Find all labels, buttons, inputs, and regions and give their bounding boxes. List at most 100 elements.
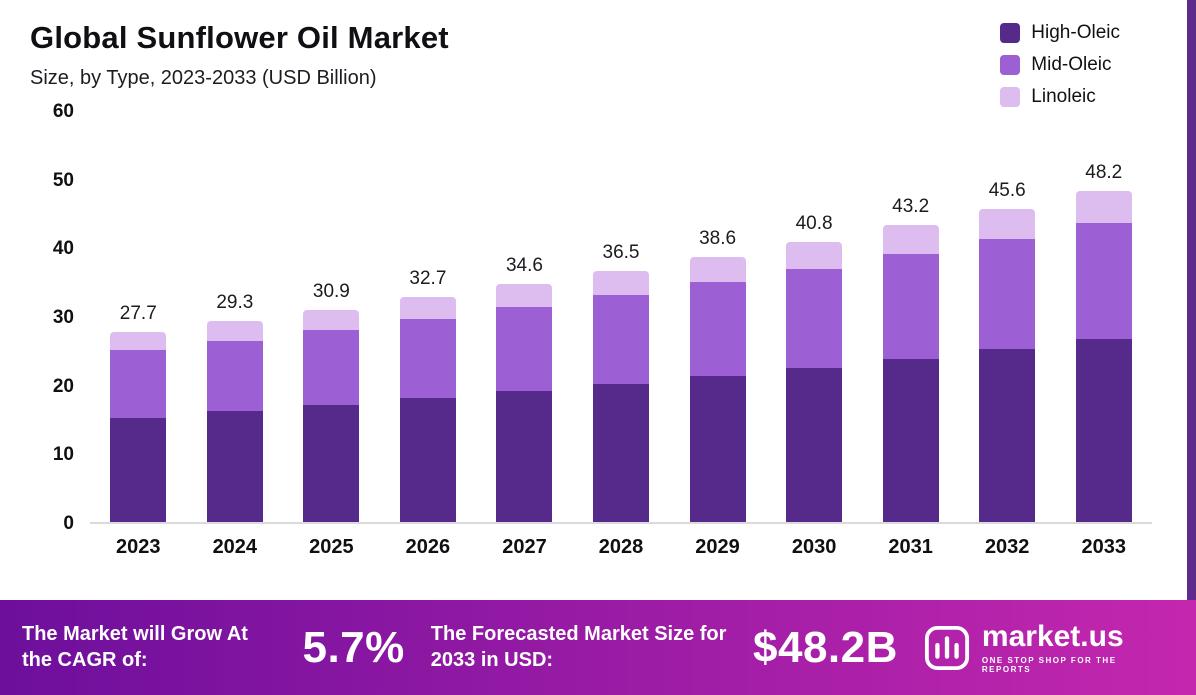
title-block: Global Sunflower Oil Market Size, by Typ… — [30, 20, 449, 108]
bar-stack — [882, 225, 939, 522]
bar-total-label: 27.7 — [119, 302, 157, 324]
bar-segment-linoleic — [303, 309, 360, 330]
bar-column: 45.6 — [959, 180, 1056, 522]
legend-label: Linoleic — [1031, 86, 1096, 107]
bar-segment-linoleic — [593, 271, 649, 296]
bar-total-label: 34.6 — [505, 255, 543, 277]
bar-segment-high-oleic — [303, 405, 360, 522]
legend-label: High-Oleic — [1031, 22, 1120, 43]
bar-column: 27.7 — [90, 303, 187, 522]
brand-text: market.us ONE STOP SHOP FOR THE REPORTS — [981, 621, 1168, 674]
legend-label: Mid-Oleic — [1031, 54, 1112, 75]
chart-area: 0 10 20 30 40 50 60 27.7 29.3 30.9 32.7 34.6 36.5 38… — [30, 101, 1152, 587]
bar-segment-linoleic — [399, 297, 456, 319]
bar-segment-linoleic — [689, 256, 746, 283]
y-axis: 0 10 20 30 40 50 60 — [30, 101, 82, 534]
bar-segment-high-oleic — [399, 398, 456, 522]
bar-segment-mid-oleic — [593, 295, 649, 384]
bar-column: 32.7 — [380, 268, 477, 522]
bar-stack — [786, 241, 843, 522]
bar-column: 34.6 — [476, 255, 573, 522]
bar-segment-high-oleic — [1075, 338, 1132, 522]
bar-stack — [399, 297, 456, 522]
bar-stack — [689, 256, 746, 522]
bar-segment-mid-oleic — [882, 254, 939, 359]
chart-legend: High-Oleic Mid-Oleic Linoleic — [1000, 20, 1120, 108]
bar-segment-mid-oleic — [979, 239, 1036, 349]
legend-item-mid-oleic: Mid-Oleic — [1000, 54, 1120, 76]
bar-segment-high-oleic — [110, 417, 167, 522]
marketus-brand-link[interactable]: market.us ONE STOP SHOP FOR THE REPORTS — [924, 621, 1168, 674]
y-axis-tick-label: 20 — [52, 375, 74, 397]
bar-stack — [979, 208, 1036, 522]
y-axis-tick-label: 10 — [52, 444, 74, 466]
bar-segment-high-oleic — [689, 375, 746, 522]
legend-item-high-oleic: High-Oleic — [1000, 22, 1120, 44]
bar-stack — [303, 309, 360, 522]
bar-segment-high-oleic — [979, 348, 1036, 522]
bar-segment-high-oleic — [593, 383, 649, 522]
bar-segment-linoleic — [786, 241, 843, 269]
bar-total-label: 43.2 — [892, 196, 930, 218]
bar-stack — [593, 271, 649, 522]
bar-total-label: 48.2 — [1085, 162, 1123, 184]
bar-segment-linoleic — [1075, 191, 1132, 223]
legend-swatch-mid-oleic — [1000, 55, 1021, 75]
bar-column: 38.6 — [669, 228, 766, 522]
bottom-banner: The Market will Grow At the CAGR of: 5.7… — [0, 600, 1196, 695]
x-axis-label: 2031 — [888, 536, 933, 558]
bar-segment-linoleic — [110, 331, 167, 350]
bar-total-label: 36.5 — [602, 242, 640, 264]
brand-tagline: ONE STOP SHOP FOR THE REPORTS — [981, 655, 1117, 674]
bar-column: 48.2 — [1055, 162, 1152, 522]
bar-segment-mid-oleic — [496, 307, 553, 391]
bar-stack — [1075, 191, 1132, 522]
cagr-value: 5.7% — [302, 622, 405, 672]
x-axis-label: 2024 — [212, 536, 258, 558]
bar-column: 43.2 — [862, 196, 959, 522]
y-axis-tick-label: 0 — [63, 513, 74, 534]
bar-segment-high-oleic — [496, 390, 553, 522]
bar-segment-high-oleic — [206, 411, 263, 522]
marketus-logo-icon — [924, 625, 969, 670]
bar-segment-mid-oleic — [786, 268, 843, 368]
forecast-label: The Forecasted Market Size for 2033 in U… — [430, 622, 727, 671]
x-axis-label: 2026 — [405, 536, 451, 558]
right-edge-strip — [1187, 0, 1196, 601]
bar-segment-mid-oleic — [399, 318, 456, 399]
chart-header: Global Sunflower Oil Market Size, by Typ… — [0, 0, 1196, 108]
bar-column: 29.3 — [187, 292, 284, 522]
bar-segment-linoleic — [979, 208, 1036, 240]
y-axis-tick-label: 30 — [52, 307, 74, 328]
y-axis-tick-label: 40 — [52, 238, 74, 260]
bar-segment-mid-oleic — [303, 329, 360, 406]
bar-total-label: 45.6 — [988, 179, 1026, 201]
bar-segment-mid-oleic — [110, 349, 167, 418]
bar-segment-high-oleic — [882, 358, 939, 522]
legend-swatch-high-oleic — [1000, 23, 1021, 43]
plot-area: 27.7 29.3 30.9 32.7 34.6 36.5 38.6 40.8 43.2 45.6… — [90, 112, 1152, 524]
bar-column: 30.9 — [283, 281, 380, 522]
x-axis-labels: 2023 2024 2025 2026 2027 2028 2029 2030 2031 2032… — [90, 536, 1152, 559]
bar-segment-mid-oleic — [206, 340, 263, 412]
x-axis-label: 2027 — [502, 536, 547, 558]
bar-segment-linoleic — [206, 320, 263, 341]
x-axis-label: 2023 — [116, 536, 161, 558]
x-axis-label: 2028 — [598, 536, 644, 558]
bar-total-label: 38.6 — [699, 227, 737, 249]
legend-item-linoleic: Linoleic — [1000, 86, 1120, 108]
page-title: Global Sunflower Oil Market — [30, 20, 449, 55]
bar-total-label: 32.7 — [409, 268, 447, 290]
bar-column: 40.8 — [766, 213, 863, 522]
bar-stack — [206, 320, 263, 522]
y-axis-tick-label: 50 — [52, 169, 74, 191]
bar-total-label: 29.3 — [216, 291, 254, 313]
x-axis-label: 2032 — [984, 536, 1030, 558]
bar-segment-mid-oleic — [1075, 222, 1132, 339]
y-axis-tick-label: 60 — [52, 101, 74, 122]
bar-segment-linoleic — [496, 284, 553, 308]
page-subtitle: Size, by Type, 2023-2033 (USD Billion) — [30, 67, 377, 89]
legend-swatch-linoleic — [1000, 87, 1021, 107]
bar-segment-linoleic — [882, 225, 939, 255]
